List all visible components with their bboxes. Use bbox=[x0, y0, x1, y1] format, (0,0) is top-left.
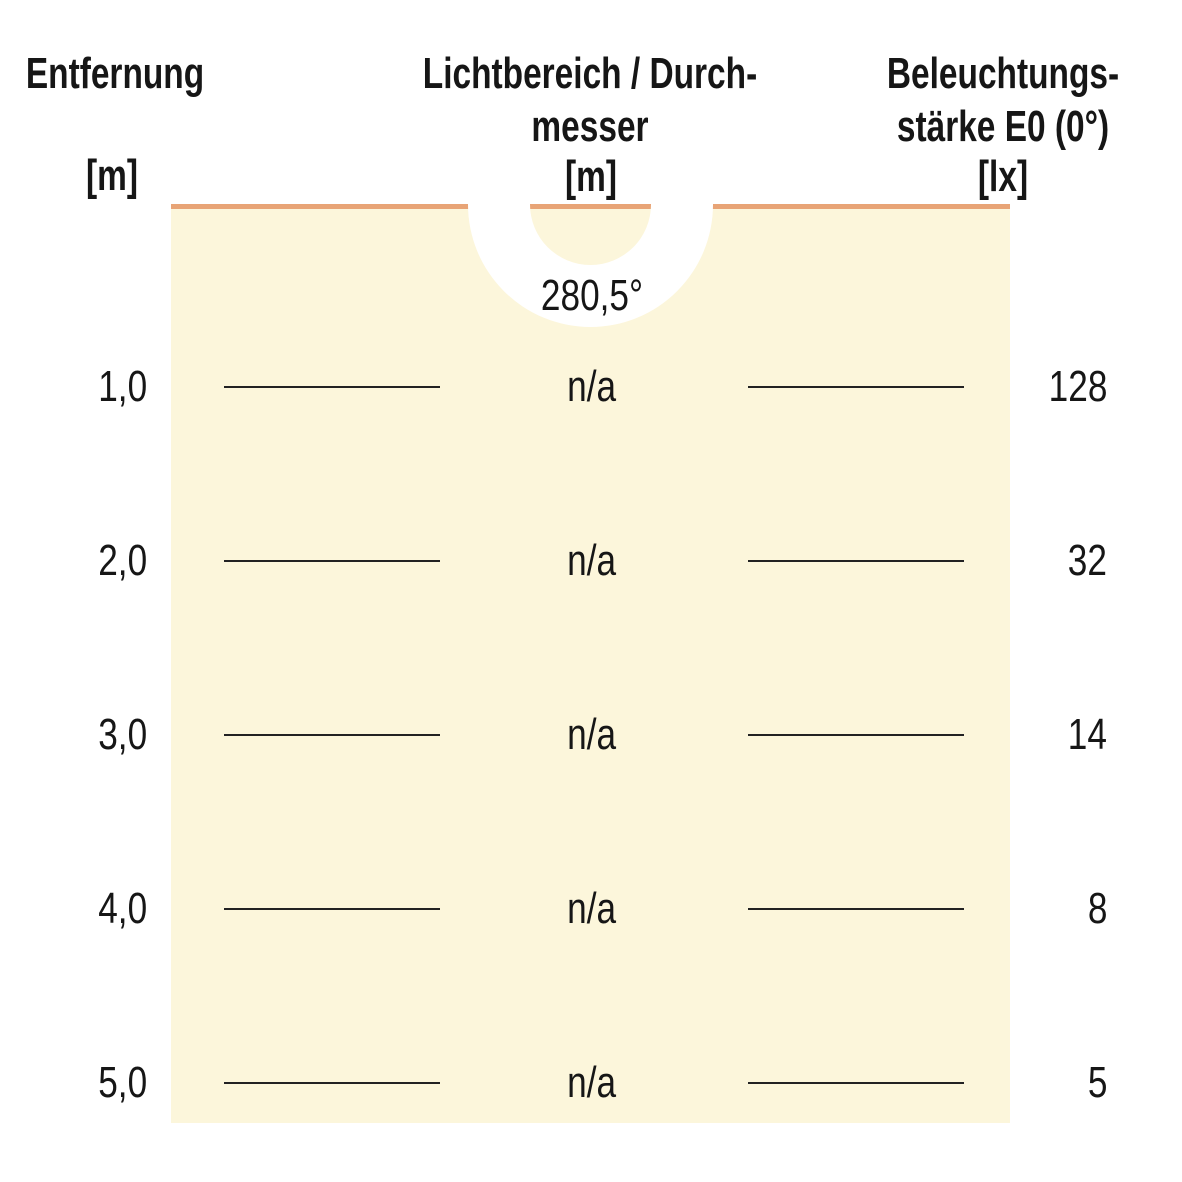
light-cone-area bbox=[171, 204, 1010, 1123]
leader-line-right bbox=[748, 908, 964, 910]
table-row: 3,0 n/a 14 bbox=[0, 705, 1182, 765]
diameter-value: n/a bbox=[492, 705, 692, 765]
beam-angle-value: 280,5° bbox=[540, 271, 644, 320]
diameter-text: n/a bbox=[567, 884, 617, 933]
table-row: 4,0 n/a 8 bbox=[0, 879, 1182, 939]
diameter-text: n/a bbox=[567, 710, 617, 759]
unit-label-beam-width-text: [m] bbox=[564, 152, 618, 201]
illuminance-text: 8 bbox=[1087, 884, 1107, 933]
illuminance-text: 5 bbox=[1087, 1058, 1107, 1107]
leader-line-left bbox=[224, 1082, 440, 1084]
leader-line-left bbox=[224, 386, 440, 388]
leader-line-left bbox=[224, 734, 440, 736]
illuminance-value: 8 bbox=[957, 879, 1107, 939]
leader-line-right bbox=[748, 560, 964, 562]
illuminance-value: 32 bbox=[957, 531, 1107, 591]
illuminance-text: 32 bbox=[1067, 536, 1107, 585]
diameter-text: n/a bbox=[567, 536, 617, 585]
distance-value: 5,0 bbox=[0, 1053, 147, 1113]
diameter-value: n/a bbox=[492, 879, 692, 939]
distance-value: 4,0 bbox=[0, 879, 147, 939]
diameter-value: n/a bbox=[492, 1053, 692, 1113]
column-header-beam-width-line1-text: Lichtbereich / Durch- bbox=[422, 49, 758, 98]
column-header-illuminance-line1-text: Beleuchtungs- bbox=[886, 49, 1120, 98]
column-header-illuminance-line1: Beleuchtungs- bbox=[850, 44, 1156, 104]
leader-line-left bbox=[224, 908, 440, 910]
distance-value: 2,0 bbox=[0, 531, 147, 591]
distance-text: 3,0 bbox=[98, 710, 147, 759]
leader-line-right bbox=[748, 386, 964, 388]
illuminance-value: 5 bbox=[957, 1053, 1107, 1113]
distance-text: 1,0 bbox=[98, 362, 147, 411]
column-header-illuminance-line2: stärke E0 (0°) bbox=[863, 97, 1142, 157]
diameter-value: n/a bbox=[492, 531, 692, 591]
table-row: 5,0 n/a 5 bbox=[0, 1053, 1182, 1113]
unit-label-illuminance: [lx] bbox=[970, 147, 1036, 207]
leader-line-right bbox=[748, 734, 964, 736]
table-row: 2,0 n/a 32 bbox=[0, 531, 1182, 591]
column-header-beam-width-line1: Lichtbereich / Durch- bbox=[370, 44, 810, 104]
unit-label-distance-text: [m] bbox=[85, 151, 139, 200]
diameter-text: n/a bbox=[567, 362, 617, 411]
beam-angle-label: 280,5° bbox=[528, 266, 656, 326]
distance-value: 1,0 bbox=[0, 357, 147, 417]
table-row: 1,0 n/a 128 bbox=[0, 357, 1182, 417]
distance-value: 3,0 bbox=[0, 705, 147, 765]
unit-label-illuminance-text: [lx] bbox=[977, 152, 1029, 201]
illuminance-text: 14 bbox=[1067, 710, 1107, 759]
illuminance-text: 128 bbox=[1048, 362, 1107, 411]
column-header-distance: Entfernung bbox=[0, 44, 232, 104]
leader-line-left bbox=[224, 560, 440, 562]
illuminance-value: 14 bbox=[957, 705, 1107, 765]
column-header-beam-width-line2-text: messer bbox=[531, 102, 649, 151]
diameter-text: n/a bbox=[567, 1058, 617, 1107]
distance-text: 4,0 bbox=[98, 884, 147, 933]
unit-label-distance: [m] bbox=[78, 146, 146, 206]
leader-line-right bbox=[748, 1082, 964, 1084]
column-header-illuminance-line2-text: stärke E0 (0°) bbox=[896, 102, 1110, 151]
unit-label-beam-width: [m] bbox=[557, 147, 625, 207]
distance-text: 2,0 bbox=[98, 536, 147, 585]
column-header-distance-text: Entfernung bbox=[25, 49, 205, 98]
diameter-value: n/a bbox=[492, 357, 692, 417]
column-header-beam-width-line2: messer bbox=[513, 97, 667, 157]
distance-text: 5,0 bbox=[98, 1058, 147, 1107]
illuminance-value: 128 bbox=[957, 357, 1107, 417]
